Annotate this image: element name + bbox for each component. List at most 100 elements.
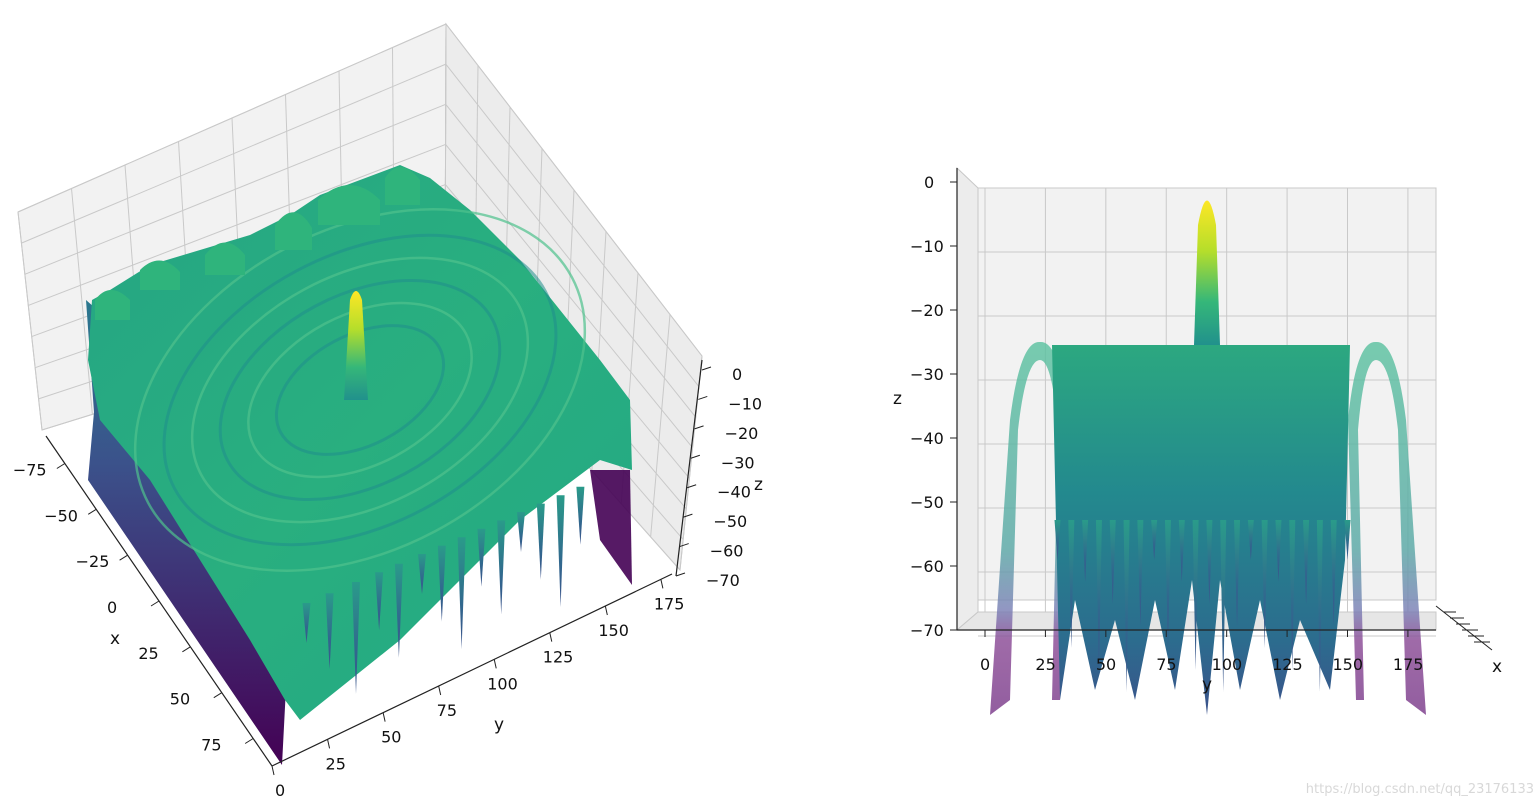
right-z-tick-label: −60	[910, 557, 944, 576]
left-grid-line	[28, 143, 446, 306]
left-surface-wall-right	[590, 470, 632, 585]
left-y-tick-label: 25	[326, 754, 346, 773]
left-y-tick	[549, 632, 553, 642]
left-null-spike	[302, 603, 311, 643]
left-z-tick	[694, 425, 704, 430]
left-null-spike	[325, 593, 334, 670]
left-y-tick	[382, 712, 386, 722]
left-x-tick-label: −75	[13, 461, 47, 480]
left-y-tick	[604, 605, 608, 616]
left-x-ticks: −75 −50 −25 0 25 50 75	[13, 461, 254, 755]
right-null-spike	[1234, 520, 1241, 626]
left-z-tick	[679, 543, 689, 548]
left-x-tick-label: 50	[170, 690, 190, 709]
right-null-spike	[1344, 520, 1351, 560]
left-surface-ripples	[162, 233, 558, 547]
left-y-tick-label: 125	[543, 648, 574, 667]
right-surface-plot: 0 25 50 75 100 125 150 175 0 −10 −20 −30 −40 −50 −60 −…	[893, 166, 1502, 715]
left-z-tick-label: −50	[713, 512, 747, 531]
right-y-tick-label: 175	[1393, 655, 1424, 674]
left-null-spike	[375, 572, 384, 631]
left-y-tick-label: 50	[381, 728, 401, 747]
left-z-tick-label: −10	[728, 394, 762, 413]
left-z-label: z	[754, 475, 763, 495]
left-z-tick-label: −70	[706, 571, 740, 590]
right-null-spike	[1192, 520, 1199, 670]
right-null-spike	[1109, 520, 1116, 604]
left-main-peak	[344, 291, 368, 400]
left-grid-line	[445, 63, 700, 387]
left-z-tick-label: −20	[725, 424, 759, 443]
right-y-tick-label: 125	[1272, 655, 1303, 674]
right-x-axis-compressed	[1435, 605, 1493, 651]
left-z-tick	[686, 484, 697, 489]
left-x-tick	[119, 554, 128, 561]
right-surface-nulls	[1054, 520, 1351, 692]
left-y-label: y	[494, 715, 504, 735]
left-null-spike	[497, 520, 506, 615]
left-y-tick-label: 75	[437, 701, 457, 720]
left-z-tick-label: −60	[710, 542, 744, 561]
left-x-tick	[150, 600, 160, 607]
left-grid-line	[21, 63, 447, 244]
left-z-tick	[690, 454, 701, 459]
right-y-tick-label: 100	[1212, 655, 1243, 674]
right-z-tick-label: −10	[910, 237, 944, 256]
left-x-tick-label: 0	[107, 598, 117, 617]
right-null-spike	[1178, 520, 1185, 582]
right-z-tick-label: −40	[910, 429, 944, 448]
left-x-tick-label: 75	[201, 736, 221, 755]
left-surface-nulls	[302, 486, 585, 694]
left-grid-line	[445, 103, 697, 418]
left-z-axis	[675, 359, 703, 577]
left-x-tick	[56, 463, 66, 469]
right-null-spike	[1054, 520, 1061, 560]
left-y-ticks: 0 25 50 75 100 125 150 175	[271, 579, 684, 800]
left-grid-line	[24, 103, 446, 275]
left-null-spike	[352, 582, 360, 694]
left-y-tick-label: 0	[275, 781, 285, 800]
right-z-tick-label: −70	[910, 621, 944, 640]
right-z-tick-label: −20	[910, 301, 944, 320]
left-y-tick	[438, 685, 442, 696]
left-z-tick-label: −40	[717, 483, 751, 502]
right-arc-right	[1348, 341, 1426, 715]
left-null-spike	[437, 545, 446, 622]
left-z-tick	[675, 572, 686, 577]
right-y-tick-label: 0	[980, 655, 990, 674]
left-z-tick	[698, 395, 708, 400]
right-null-spike	[1261, 520, 1268, 648]
right-x-label: x	[1492, 657, 1502, 677]
left-z-tick-label: −30	[721, 453, 755, 472]
left-grid-line	[17, 23, 447, 213]
right-y-label: y	[1202, 675, 1212, 695]
left-null-spike	[394, 563, 403, 658]
left-surface-top	[88, 165, 632, 720]
right-z-tick-label: −50	[910, 493, 944, 512]
right-null-spike	[1206, 520, 1213, 604]
watermark: https://blog.csdn.net/qq_23176133	[1305, 782, 1534, 797]
left-surface-plot: −75 −50 −25 0 25 50 75 0 25 50 75 100 125 150 175 0 −1…	[13, 22, 763, 800]
left-z-tick	[683, 513, 693, 518]
right-y-tick-label: 50	[1096, 655, 1116, 674]
left-y-tick-label: 150	[598, 621, 629, 640]
left-x-tick-label: −25	[76, 552, 110, 571]
left-null-spike	[418, 554, 426, 594]
left-grid-line	[445, 144, 693, 449]
left-y-tick	[271, 765, 275, 776]
left-grid-line	[445, 23, 703, 357]
left-x-tick	[244, 738, 254, 744]
left-null-spike	[477, 528, 486, 587]
right-null-spike	[1123, 520, 1130, 692]
left-null-spike	[556, 495, 565, 608]
right-null-spike	[1220, 520, 1227, 692]
left-x-tick	[87, 508, 97, 515]
left-y-tick	[327, 739, 331, 749]
left-null-spike	[457, 537, 466, 650]
right-z-label: z	[893, 389, 902, 409]
right-null-spike	[1164, 520, 1171, 648]
left-x-tick-label: −50	[44, 506, 78, 525]
left-edge-bumps	[95, 166, 420, 320]
right-null-spike	[1275, 520, 1282, 582]
